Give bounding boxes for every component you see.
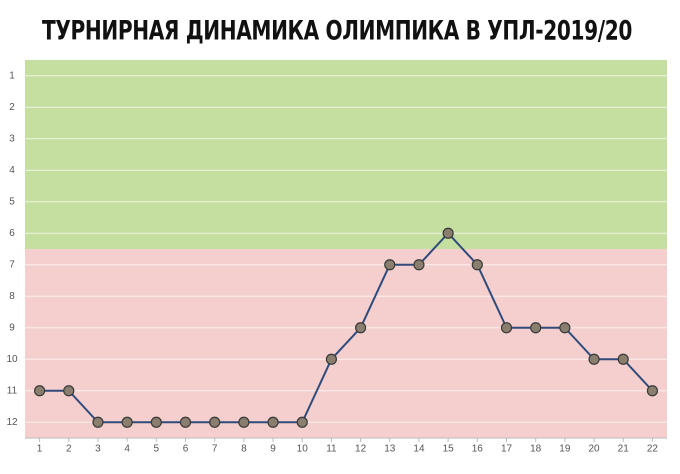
point-marker <box>325 353 338 365</box>
y-tick-label: 12 <box>6 417 18 428</box>
y-tick-label: 9 <box>9 322 15 333</box>
y-tick-label: 4 <box>9 165 15 176</box>
point-marker <box>384 259 396 271</box>
y-tick-label: 6 <box>9 228 15 239</box>
y-tick-label: 5 <box>9 196 15 207</box>
x-tick-label: 10 <box>297 444 309 455</box>
point-marker <box>530 322 542 334</box>
x-tick-label: 19 <box>559 444 571 455</box>
x-tick-label: 20 <box>588 444 600 455</box>
x-tick-label: 13 <box>384 444 396 455</box>
x-tick-label: 2 <box>66 444 72 455</box>
y-tick-label: 10 <box>6 354 18 365</box>
point-marker <box>238 416 250 428</box>
x-tick-label: 4 <box>124 444 130 455</box>
y-tick-label: 1 <box>9 70 15 81</box>
x-tick-label: 3 <box>95 444 101 455</box>
series-line <box>39 231 654 424</box>
x-tick-label: 6 <box>183 444 189 455</box>
point-marker <box>442 227 454 239</box>
x-tick-label: 18 <box>530 444 542 455</box>
y-tick-label: 8 <box>9 291 15 302</box>
point-marker <box>296 416 308 428</box>
point-marker <box>413 259 425 271</box>
point-marker <box>588 353 600 365</box>
y-tick-label: 3 <box>9 133 15 144</box>
x-tick-label: 11 <box>326 444 337 455</box>
x-tick-label: 8 <box>241 444 247 455</box>
x-tick-label: 22 <box>647 444 659 455</box>
point-marker <box>121 416 133 428</box>
x-tick-label: 1 <box>37 444 43 455</box>
point-marker <box>500 322 513 334</box>
y-tick-label: 2 <box>9 102 15 113</box>
point-marker <box>617 353 629 365</box>
point-marker <box>559 322 571 334</box>
x-tick-label: 21 <box>618 444 630 455</box>
point-marker <box>150 416 162 428</box>
x-tick-label: 15 <box>443 444 455 455</box>
y-tick-label: 11 <box>7 385 18 396</box>
point-marker <box>63 385 75 397</box>
y-tick-label: 7 <box>9 259 15 270</box>
point-marker <box>354 322 367 334</box>
x-tick-label: 17 <box>501 444 513 455</box>
chart-title: ТУРНИРНАЯ ДИНАМИКА ОЛИМПИКА В УПЛ-2019/2… <box>42 16 632 47</box>
zone-band <box>25 60 667 249</box>
point-marker <box>646 385 659 397</box>
point-marker <box>33 385 46 397</box>
x-tick-label: 14 <box>413 444 425 455</box>
x-tick-label: 12 <box>355 444 367 455</box>
point-marker <box>471 259 483 271</box>
x-tick-label: 7 <box>212 444 218 455</box>
x-tick-label: 9 <box>270 444 276 455</box>
x-tick-label: 5 <box>154 444 160 455</box>
point-marker <box>209 416 221 428</box>
x-tick-label: 16 <box>472 444 484 455</box>
point-marker <box>267 416 279 428</box>
point-marker <box>179 416 192 428</box>
point-marker <box>92 416 104 428</box>
